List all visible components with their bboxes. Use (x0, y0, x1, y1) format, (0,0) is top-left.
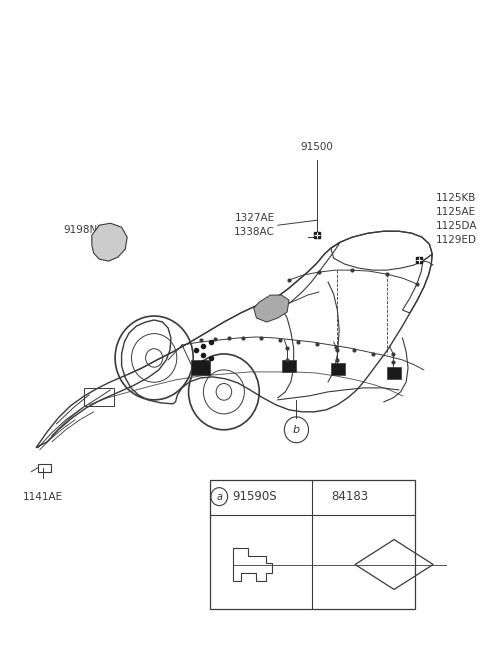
Text: 91500: 91500 (300, 142, 333, 153)
Text: 9198NK: 9198NK (64, 225, 105, 235)
Bar (210, 479, 415, 609)
Text: b: b (293, 425, 300, 435)
Bar (331, 363, 345, 375)
Bar (387, 367, 401, 379)
Polygon shape (92, 223, 127, 261)
Text: 84183: 84183 (331, 490, 368, 503)
Text: 1125AE: 1125AE (436, 207, 476, 217)
Bar (282, 360, 296, 372)
Bar (38, 464, 51, 472)
Text: a: a (216, 492, 222, 502)
Text: 1125KB: 1125KB (436, 193, 476, 203)
Polygon shape (253, 295, 289, 322)
Bar (84, 388, 114, 406)
Bar (192, 360, 210, 375)
Text: 1327AE: 1327AE (235, 214, 275, 223)
Text: 1141AE: 1141AE (23, 492, 62, 502)
Text: 91590S: 91590S (232, 490, 277, 503)
Text: 1129ED: 1129ED (436, 235, 477, 245)
Text: 1338AC: 1338AC (234, 227, 275, 237)
Text: 1125DA: 1125DA (436, 221, 478, 231)
